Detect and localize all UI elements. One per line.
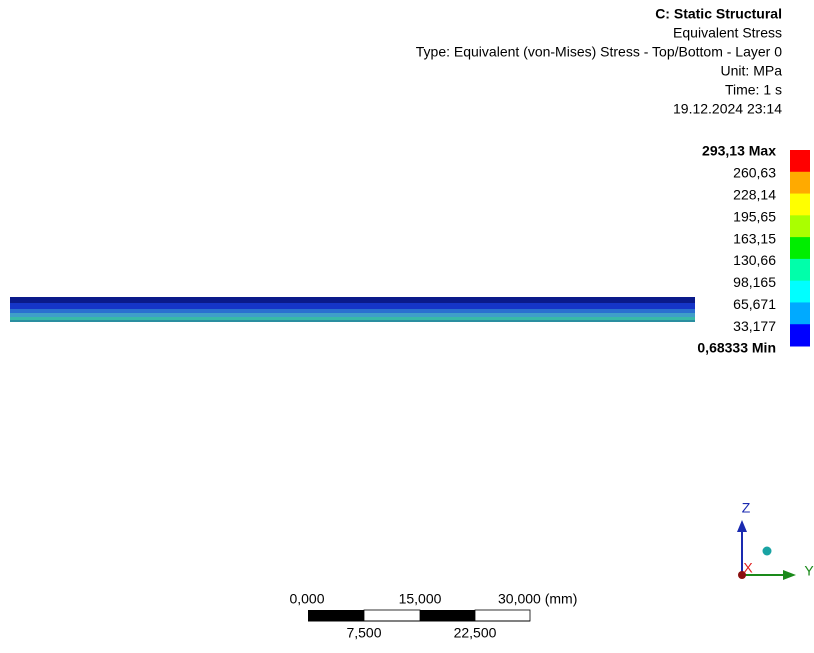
header-line: Equivalent Stress	[673, 25, 782, 41]
viewport: C: Static Structural Equivalent Stress Ty…	[0, 0, 814, 648]
legend-swatch	[790, 237, 810, 259]
legend-label: 130,66	[733, 252, 776, 268]
legend-swatch	[790, 259, 810, 281]
legend-swatch	[790, 215, 810, 237]
legend-label: 98,165	[733, 274, 776, 290]
scale-label: 30,000 (mm)	[498, 591, 577, 607]
header-line: Type: Equivalent (von-Mises) Stress - To…	[416, 44, 782, 60]
y-axis-label: Y	[804, 563, 814, 579]
beam-model	[10, 297, 695, 322]
legend-min: 0,68333 Min	[697, 340, 776, 356]
legend-label: 163,15	[733, 230, 776, 246]
legend-label: 228,14	[733, 186, 776, 202]
legend-swatch	[790, 194, 810, 216]
result-title: C: Static Structural	[655, 6, 782, 22]
legend-swatch	[790, 281, 810, 303]
header-line: Unit: MPa	[721, 63, 783, 79]
legend-max: 293,13 Max	[702, 143, 776, 159]
legend-label: 33,177	[733, 318, 776, 334]
scale-bar	[308, 610, 530, 621]
legend-label: 195,65	[733, 208, 776, 224]
legend-label: 65,671	[733, 296, 776, 312]
legend-swatch	[790, 302, 810, 324]
header-line: Time: 1 s	[725, 82, 782, 98]
z-axis-label: Z	[742, 500, 751, 516]
scale-label: 15,000	[399, 591, 442, 607]
x-axis-label: X	[743, 560, 753, 576]
scale-label: 0,000	[289, 591, 324, 607]
legend-swatch	[790, 150, 810, 172]
scale-label: 7,500	[346, 625, 381, 641]
legend-swatch	[790, 324, 810, 346]
legend-label: 260,63	[733, 165, 776, 181]
legend-swatch	[790, 172, 810, 194]
axis-triad: Z Y X	[737, 500, 814, 580]
header-line: 19.12.2024 23:14	[673, 101, 782, 117]
scale-label: 22,500	[454, 625, 497, 641]
